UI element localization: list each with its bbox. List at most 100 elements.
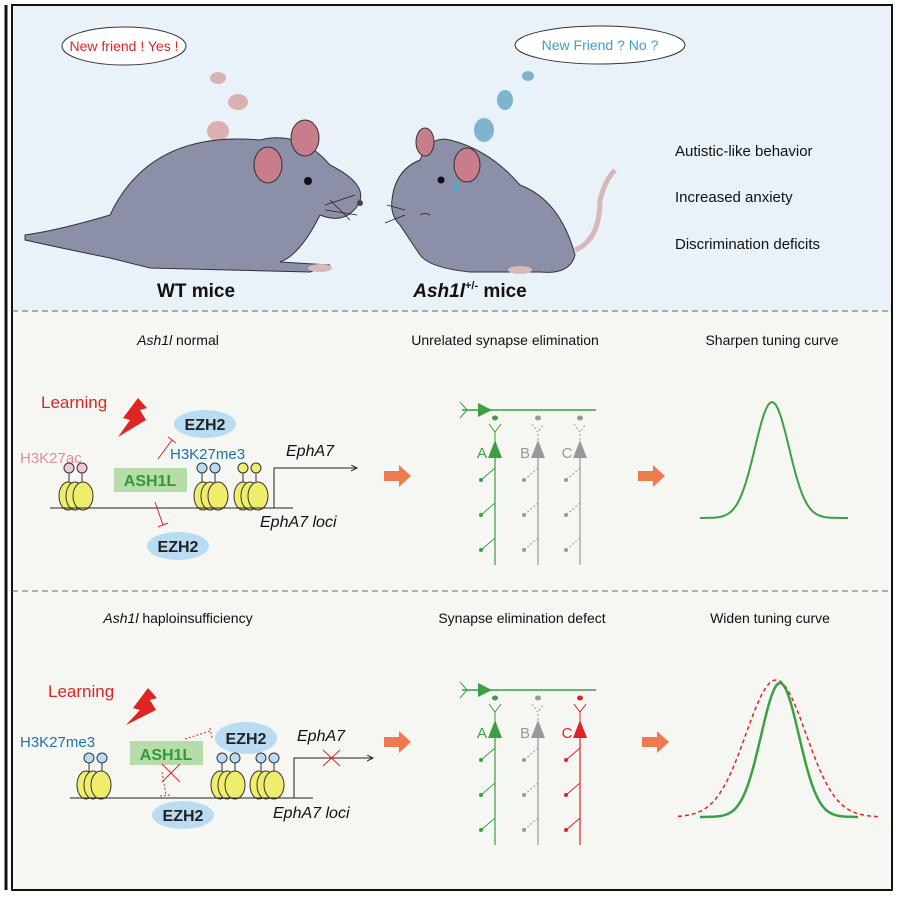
spine bbox=[565, 747, 581, 761]
spine bbox=[480, 502, 496, 516]
synaptic-bouton bbox=[492, 695, 498, 701]
spine bbox=[565, 502, 581, 516]
neuron-label-B: B bbox=[520, 725, 530, 742]
neuron-label-B: B bbox=[520, 445, 530, 462]
neuron-label-C: C bbox=[562, 725, 573, 742]
spine bbox=[480, 817, 496, 831]
normal-title: Ash1l normal bbox=[136, 332, 219, 348]
spine-head bbox=[564, 478, 568, 482]
spine bbox=[523, 747, 539, 761]
spine-head bbox=[522, 513, 526, 517]
ko-mouse-illustration bbox=[384, 127, 617, 274]
ezh2-bottom-badge bbox=[152, 801, 214, 829]
neuron-soma bbox=[573, 440, 587, 458]
neuron-soma bbox=[531, 440, 545, 458]
neuron-label-A: A bbox=[477, 445, 487, 462]
normal-synapse-title: Unrelated synapse elimination bbox=[411, 332, 599, 348]
spine bbox=[565, 782, 581, 796]
bottom-panels-bg bbox=[12, 311, 892, 889]
ash1l-box bbox=[130, 741, 203, 765]
spine bbox=[480, 747, 496, 761]
phenotype-discrimination: Discrimination deficits bbox=[675, 236, 820, 253]
neuron-soma bbox=[488, 720, 502, 738]
spine bbox=[523, 782, 539, 796]
synaptic-bouton bbox=[492, 415, 498, 421]
wt-speech-bubble: New friend ! Yes ! bbox=[61, 26, 248, 141]
spine bbox=[565, 467, 581, 481]
spine-head bbox=[522, 828, 526, 832]
spine bbox=[523, 537, 539, 551]
ezh2-top-label: EZH2 bbox=[226, 731, 267, 748]
ezh2-top-badge bbox=[174, 410, 236, 438]
transcription-arrow bbox=[273, 468, 357, 508]
h3k27ac-label: H3K27ac bbox=[20, 450, 82, 467]
spine bbox=[480, 537, 496, 551]
presynaptic-triangle bbox=[478, 403, 492, 417]
neuron-soma bbox=[488, 440, 502, 458]
spine-head bbox=[522, 793, 526, 797]
ash1l-label: ASH1L bbox=[140, 747, 193, 764]
spine-head bbox=[479, 828, 483, 832]
learning-label: Learning bbox=[41, 393, 107, 412]
haplo-title: Ash1l haploinsufficiency bbox=[102, 610, 252, 626]
arrow-right-icon bbox=[638, 465, 665, 487]
sharp-tuning-curve bbox=[700, 400, 848, 519]
frame bbox=[11, 4, 893, 891]
ezh2-top-badge bbox=[215, 722, 277, 754]
ezh2-bottom-label: EZH2 bbox=[158, 539, 199, 556]
spine bbox=[565, 537, 581, 551]
ko-speech-bubble: New Friend ? No ? bbox=[474, 25, 686, 142]
ezh2-top-label: EZH2 bbox=[185, 417, 226, 434]
lightning-icon bbox=[126, 688, 157, 725]
axon-end bbox=[459, 681, 468, 699]
wt-mouse-illustration bbox=[24, 119, 363, 273]
spine-head bbox=[522, 758, 526, 762]
spine bbox=[480, 467, 496, 481]
phenotype-anxiety: Increased anxiety bbox=[675, 189, 793, 206]
spine-head bbox=[564, 828, 568, 832]
axon-end bbox=[459, 401, 468, 419]
wide-tuning-curve bbox=[677, 679, 881, 818]
neuron-soma bbox=[531, 720, 545, 738]
epha7-loci-label: EphA7 loci bbox=[273, 805, 350, 822]
spine-head bbox=[479, 548, 483, 552]
synaptic-bouton bbox=[535, 415, 541, 421]
haplo-curve-title: Widen tuning curve bbox=[710, 610, 830, 626]
spine-head bbox=[479, 758, 483, 762]
neuron-diagram-haplo: A B C bbox=[459, 681, 596, 845]
synaptic-bouton bbox=[577, 415, 583, 421]
wt-bubble-text: New friend ! Yes ! bbox=[70, 38, 179, 54]
epha7-label: EphA7 bbox=[286, 443, 335, 460]
presynaptic-triangle bbox=[478, 683, 492, 697]
ko-mice-label: Ash1l+/- mice bbox=[412, 280, 527, 302]
epha7-label: EphA7 bbox=[297, 728, 346, 745]
h3k27me3-label: H3K27me3 bbox=[20, 734, 95, 751]
synaptic-bouton bbox=[535, 695, 541, 701]
spine-head bbox=[522, 478, 526, 482]
arrow-right-icon bbox=[642, 731, 669, 753]
arrow-right-icon bbox=[384, 465, 411, 487]
spine bbox=[480, 782, 496, 796]
haplo-synapse-title: Synapse elimination defect bbox=[438, 610, 605, 626]
h3k27me3-label: H3K27me3 bbox=[170, 446, 245, 463]
phenotype-autistic: Autistic-like behavior bbox=[675, 143, 813, 160]
spine-head bbox=[522, 548, 526, 552]
arrow-right-icon bbox=[384, 731, 411, 753]
synaptic-bouton bbox=[577, 695, 583, 701]
ash1l-label: ASH1L bbox=[124, 473, 177, 490]
spine-head bbox=[479, 793, 483, 797]
learning-label: Learning bbox=[48, 682, 114, 701]
ko-bubble-text: New Friend ? No ? bbox=[542, 37, 659, 53]
spine-head bbox=[479, 513, 483, 517]
spine bbox=[523, 502, 539, 516]
spine-head bbox=[564, 548, 568, 552]
spine bbox=[523, 817, 539, 831]
neuron-label-A: A bbox=[477, 725, 487, 742]
neuron-label-C: C bbox=[562, 445, 573, 462]
sharp-tuning-curve bbox=[700, 681, 858, 819]
lightning-icon bbox=[118, 398, 147, 437]
ezh2-bottom-badge bbox=[147, 532, 209, 560]
transcription-arrow bbox=[293, 758, 373, 798]
neuron-diagram-normal: A B C bbox=[459, 401, 596, 565]
